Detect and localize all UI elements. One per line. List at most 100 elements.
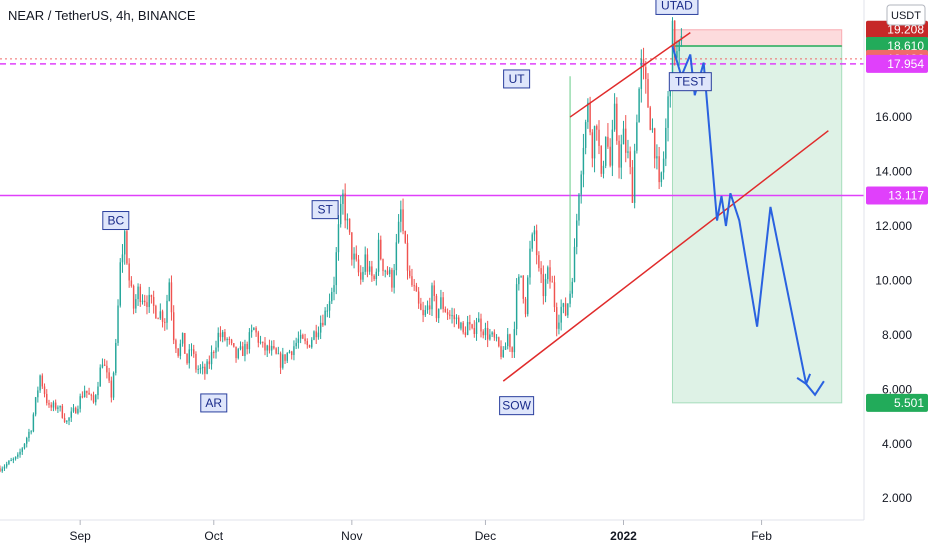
candle-body	[633, 150, 636, 203]
candle-body	[159, 311, 162, 319]
candle-body	[5, 463, 8, 467]
candle-body	[311, 339, 313, 348]
candle-body	[653, 128, 656, 159]
annotation-label: UTAD	[661, 0, 693, 12]
trend-channel	[502, 32, 829, 382]
x-tick-label: Oct	[204, 529, 223, 543]
candle-body	[466, 321, 469, 336]
candle-body	[600, 145, 602, 174]
candle-body	[213, 351, 215, 353]
currency-button[interactable]: USDT	[886, 4, 926, 26]
candle-body	[246, 344, 248, 350]
candle-body	[241, 346, 244, 356]
candle-body	[386, 270, 389, 275]
candle-body	[678, 40, 680, 52]
candle-body	[415, 285, 418, 292]
candle-body	[315, 331, 317, 338]
y-tick-label: 12.000	[875, 219, 912, 233]
candle-body	[524, 298, 527, 315]
candle-body	[620, 144, 623, 168]
candle-body	[30, 431, 32, 433]
candle-body	[193, 349, 195, 354]
annotation-test: TEST	[668, 72, 712, 92]
candle-body	[544, 279, 547, 297]
price-axis[interactable]: 2.000 4.000 6.000 8.000 10.000 12.000 14.000 16…	[863, 0, 912, 520]
candle-body	[435, 295, 438, 319]
annotation-label: UT	[509, 72, 526, 86]
candle-body	[317, 332, 320, 338]
candle-body	[255, 327, 257, 333]
annotation-st: ST	[311, 200, 339, 220]
candle-body	[88, 392, 90, 395]
candle-body	[611, 129, 614, 166]
candle-body	[126, 231, 128, 264]
candle-body	[616, 103, 618, 141]
candle-body	[286, 353, 288, 361]
candle-body	[273, 346, 275, 349]
short-position-box	[671, 29, 843, 404]
projection-arrowhead	[796, 373, 812, 386]
candle-body	[518, 276, 520, 285]
candle-body	[469, 321, 471, 325]
candle-body	[333, 285, 335, 292]
candle-body	[123, 231, 126, 255]
candle-body	[302, 334, 304, 339]
annotation-label: TEST	[675, 75, 706, 89]
annotation-box	[200, 393, 228, 413]
candle-body	[210, 351, 213, 365]
annotation-ut: UT	[503, 69, 531, 89]
badge-label: 17.954	[887, 57, 924, 71]
candle-body	[353, 253, 355, 260]
candle-body	[177, 348, 179, 356]
candle-body	[462, 322, 464, 333]
candle-body	[299, 334, 302, 339]
candle-body	[103, 364, 106, 366]
annotation-box	[503, 69, 531, 89]
candle-body	[651, 128, 654, 130]
candle-body	[457, 317, 460, 329]
candle-body	[259, 341, 262, 343]
candle-body	[90, 394, 93, 396]
candle-body	[642, 58, 645, 68]
candle-body	[636, 122, 638, 151]
candle-body	[21, 448, 23, 452]
candle-body	[355, 253, 358, 260]
candle-body	[48, 403, 50, 405]
candle-body	[571, 281, 574, 294]
candle-body	[219, 332, 222, 338]
candle-body	[257, 332, 260, 343]
candle-body	[400, 209, 402, 222]
candle-body	[473, 327, 476, 334]
candle-body	[39, 375, 41, 391]
channel-lower-line	[502, 130, 829, 382]
candle-body	[10, 460, 12, 462]
candle-body	[52, 402, 55, 408]
candle-body	[538, 255, 540, 269]
candle-body	[638, 88, 640, 123]
candle-body	[319, 322, 322, 333]
candle-body	[388, 269, 391, 275]
candle-body	[391, 269, 393, 288]
candle-body	[228, 338, 231, 340]
candle-body	[357, 259, 360, 273]
candle-body	[262, 341, 264, 343]
candle-body	[491, 332, 493, 335]
candle-body	[221, 331, 224, 338]
x-tick-label: Sep	[69, 529, 91, 543]
candle-body	[582, 147, 585, 175]
candle-body	[199, 368, 202, 370]
badge-bg	[866, 393, 928, 412]
candle-body	[37, 390, 39, 398]
candle-body	[72, 407, 75, 412]
badge-label: 13.117	[888, 189, 924, 203]
candle-body	[197, 368, 199, 370]
candle-body	[179, 343, 182, 356]
x-tick-label: 2022	[610, 529, 637, 543]
candle-body	[201, 366, 204, 369]
candle-body	[529, 248, 531, 278]
candle-body	[411, 276, 413, 286]
y-tick-label: 6.000	[882, 382, 912, 396]
time-axis[interactable]: Sep Oct Nov Dec 2022 Feb	[0, 519, 864, 543]
candle-body	[667, 96, 669, 128]
